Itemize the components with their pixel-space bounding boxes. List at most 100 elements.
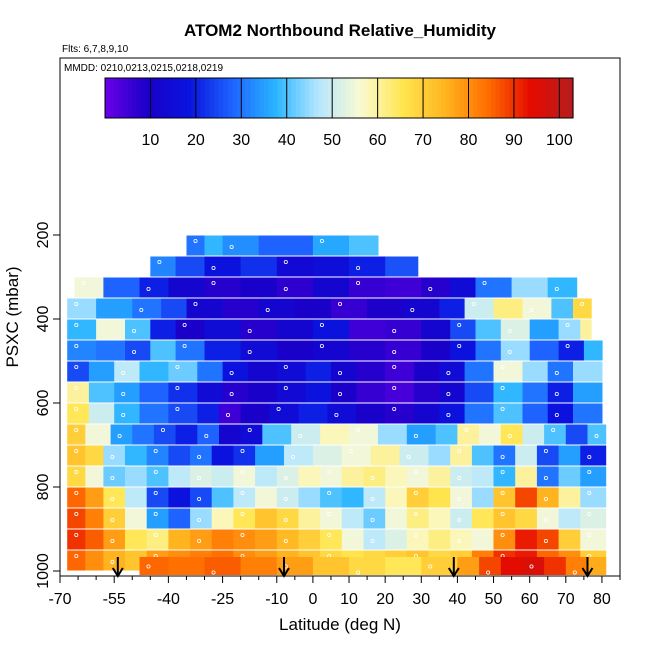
sample-point <box>392 349 397 354</box>
x-tick-label: 20 <box>376 591 394 608</box>
heatmap-cell <box>320 466 343 487</box>
sample-point <box>110 539 115 544</box>
sample-point <box>464 427 469 432</box>
heatmap-cell <box>74 277 104 298</box>
colorbar-segment <box>268 78 274 118</box>
sample-point <box>457 518 462 523</box>
colorbar-segment <box>173 78 179 118</box>
heatmap-cell <box>276 382 307 403</box>
sample-point <box>337 370 342 375</box>
sample-point <box>554 286 559 291</box>
colorbar-segment <box>541 78 547 118</box>
heatmap-cell <box>146 445 169 466</box>
heatmap-cell <box>190 487 213 508</box>
heatmap-cell <box>255 445 285 466</box>
heatmap-cell <box>580 529 607 550</box>
sample-point <box>457 343 462 348</box>
colorbar-segment <box>118 78 124 118</box>
heatmap-cell <box>341 508 365 529</box>
heatmap-cell <box>139 277 169 298</box>
sample-point <box>356 570 361 575</box>
heatmap-cell <box>406 466 430 487</box>
sample-point <box>117 433 122 438</box>
heatmap-cell <box>305 361 332 382</box>
sample-point <box>587 469 592 474</box>
heatmap-cell <box>428 508 451 529</box>
heatmap-cell <box>85 508 104 529</box>
sample-point <box>482 280 487 285</box>
sample-point <box>587 490 592 495</box>
heatmap-cell <box>305 382 332 403</box>
sample-point <box>240 490 245 495</box>
heatmap-cell <box>493 403 523 424</box>
heatmap-cell <box>385 529 408 550</box>
colorbar-segment <box>286 78 292 118</box>
sample-point <box>370 475 375 480</box>
sample-point <box>211 280 216 285</box>
colorbar-segment <box>391 78 397 118</box>
heatmap-cell <box>168 382 198 403</box>
heatmap-cell <box>240 403 271 424</box>
heatmap-cell <box>211 529 234 550</box>
colorbar-segment <box>413 78 420 118</box>
heatmap-cell <box>515 445 538 466</box>
heatmap-cell <box>500 424 524 445</box>
sample-point <box>265 307 270 312</box>
sample-point <box>283 539 288 544</box>
heatmap-cell <box>125 487 148 508</box>
heatmap-cell <box>110 424 133 445</box>
colorbar-segment <box>277 78 283 118</box>
x-tick-label: -55 <box>103 591 126 608</box>
sample-point <box>446 370 451 375</box>
heatmap-cell <box>377 424 408 445</box>
heatmap-cell <box>479 424 502 445</box>
heatmap-cell <box>536 487 560 508</box>
heatmap-cell <box>573 298 592 319</box>
heatmap-cell <box>312 340 350 361</box>
sample-point <box>132 349 137 354</box>
heatmap-cell <box>240 277 278 298</box>
heatmap-cell <box>471 529 495 550</box>
sample-point <box>225 412 230 417</box>
colorbar-segment <box>463 78 470 118</box>
heatmap-cell <box>363 466 386 487</box>
heatmap-cell <box>153 424 177 445</box>
heatmap-cell <box>96 340 126 361</box>
x-tick-label: 70 <box>557 591 575 608</box>
colorbar-segment <box>164 78 170 118</box>
sample-point <box>197 496 202 501</box>
axes: -70 -55 -40 -25 -10 0 10 20 30 40 50 60 70 80 200 400 60… <box>35 222 621 608</box>
heatmap-cell <box>450 508 473 529</box>
colorbar-segment <box>259 78 265 118</box>
heatmap-cell <box>320 529 343 550</box>
heatmap-cell <box>414 361 440 382</box>
heatmap-cell <box>276 529 300 550</box>
x-tick-label: -25 <box>211 591 234 608</box>
sample-point <box>348 448 353 453</box>
sample-point <box>74 512 79 517</box>
colorbar-segment <box>314 78 320 118</box>
colorbar-segment <box>254 78 261 118</box>
heatmap-cell <box>439 382 466 403</box>
heatmap-cell <box>493 382 523 403</box>
colorbar-segment <box>154 78 161 118</box>
heatmap-cell <box>312 256 350 277</box>
heatmap-cell <box>385 403 415 424</box>
colorbar-segment <box>273 78 279 118</box>
sample-point <box>500 454 505 459</box>
colorbar-segment <box>432 78 438 118</box>
heatmap-cell <box>88 403 115 424</box>
sample-point <box>543 496 548 501</box>
heatmap-cell <box>219 424 242 445</box>
heatmap-cell <box>222 361 249 382</box>
colorbar-segment <box>386 78 392 118</box>
heatmap-cell <box>341 466 365 487</box>
heatmap-cell <box>349 256 386 277</box>
heatmap-cell <box>356 382 386 403</box>
heatmap-cell <box>168 361 198 382</box>
colorbar-segment <box>409 78 415 118</box>
sample-point <box>290 454 295 459</box>
heatmap-cell <box>85 529 104 550</box>
y-tick-label: 1000 <box>35 553 52 589</box>
sample-point <box>132 328 137 333</box>
